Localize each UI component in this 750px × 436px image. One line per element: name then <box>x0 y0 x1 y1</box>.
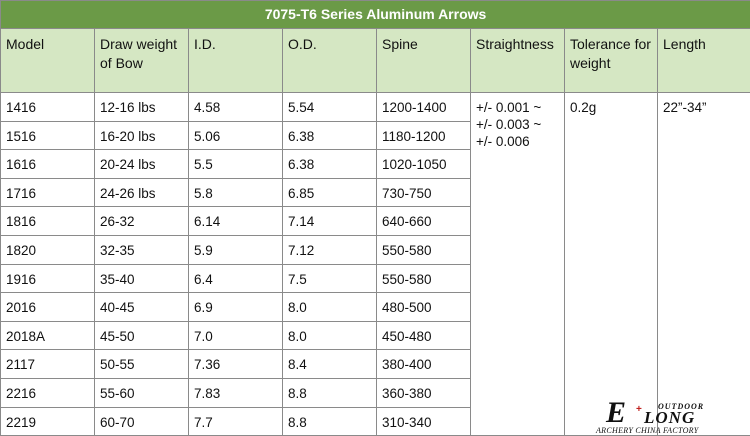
table-row: 1816 26-32 6.14 7.14 640-660 <box>0 206 750 236</box>
table-row: 2219 60-70 7.7 8.8 310-340 <box>0 406 750 436</box>
table-cell: 1020-1050 <box>376 149 471 179</box>
column-header: Draw weight of Bow <box>94 28 189 93</box>
straightness-cell: +/- 0.001 ~ +/- 0.003 ~ +/- 0.006 <box>470 91 565 436</box>
column-header: Model <box>0 28 95 93</box>
table-cell: 7.5 <box>282 263 377 294</box>
straightness-line: +/- 0.003 ~ <box>476 117 542 132</box>
table-cell: 16-20 lbs <box>94 120 189 151</box>
table-cell: 7.0 <box>188 320 283 351</box>
column-header: O.D. <box>282 28 377 93</box>
column-header: Length <box>656 28 750 93</box>
table-row: 2216 55-60 7.83 8.8 360-380 <box>0 377 750 408</box>
table-cell: 6.85 <box>282 177 377 208</box>
table-row: 1516 16-20 lbs 5.06 6.38 1180-1200 <box>0 120 750 151</box>
table-cell: 55-60 <box>94 377 189 408</box>
length-cell: 22”-34” <box>656 91 750 436</box>
table-cell: 12-16 lbs <box>94 92 189 122</box>
table-cell: 8.4 <box>282 349 377 379</box>
table-cell: 1416 <box>0 92 95 122</box>
table-cell: 2018A <box>0 320 95 351</box>
table-cell: 32-35 <box>94 234 189 265</box>
table-cell: 1200-1400 <box>376 92 471 122</box>
table-row: 1916 35-40 6.4 7.5 550-580 <box>0 263 750 294</box>
logo-star-icon: + <box>636 404 642 415</box>
column-header: Spine <box>376 28 471 93</box>
table-cell: 24-26 lbs <box>94 177 189 208</box>
table-cell: 360-380 <box>376 377 471 408</box>
table-row: 1616 20-24 lbs 5.5 6.38 1020-1050 <box>0 149 750 179</box>
table-cell: 6.14 <box>188 206 283 236</box>
logo-subtitle: ARCHERY CHINA FACTORY <box>596 426 699 435</box>
table-cell: 1716 <box>0 177 95 208</box>
table-cell: 5.5 <box>188 149 283 179</box>
table-cell: 2216 <box>0 377 95 408</box>
tolerance-cell: 0.2g <box>564 91 658 436</box>
table-cell: 8.0 <box>282 320 377 351</box>
table-cell: 45-50 <box>94 320 189 351</box>
table-row: 2018A 45-50 7.0 8.0 450-480 <box>0 320 750 351</box>
table-cell: 20-24 lbs <box>94 149 189 179</box>
table-cell: 1916 <box>0 263 95 294</box>
table-row: 1820 32-35 5.9 7.12 550-580 <box>0 234 750 265</box>
table-cell: 7.7 <box>188 406 283 436</box>
table-cell: 1816 <box>0 206 95 236</box>
table-cell: 6.38 <box>282 120 377 151</box>
table-cell: 4.58 <box>188 92 283 122</box>
table-row: 1716 24-26 lbs 5.8 6.85 730-750 <box>0 177 750 208</box>
column-header: Straightness <box>470 28 565 93</box>
table-cell: 2117 <box>0 349 95 379</box>
table-cell: 6.38 <box>282 149 377 179</box>
table-cell: 380-400 <box>376 349 471 379</box>
table-cell: 5.8 <box>188 177 283 208</box>
table-cell: 26-32 <box>94 206 189 236</box>
table-cell: 7.36 <box>188 349 283 379</box>
column-header: I.D. <box>188 28 283 93</box>
straightness-line: +/- 0.006 <box>476 134 530 149</box>
table-row: 2016 40-45 6.9 8.0 480-500 <box>0 292 750 322</box>
table-cell: 5.9 <box>188 234 283 265</box>
table-cell: 7.12 <box>282 234 377 265</box>
table-cell: 1616 <box>0 149 95 179</box>
column-header: Tolerance for weight <box>564 28 658 93</box>
table-cell: 1180-1200 <box>376 120 471 151</box>
logo-tag: OUTDOOR <box>658 402 705 411</box>
straightness-line: +/- 0.001 ~ <box>476 100 542 115</box>
table-cell: 2016 <box>0 292 95 322</box>
table-cell: 2219 <box>0 406 95 436</box>
table-cell: 8.8 <box>282 377 377 408</box>
table-cell: 310-340 <box>376 406 471 436</box>
table-cell: 450-480 <box>376 320 471 351</box>
table-cell: 40-45 <box>94 292 189 322</box>
table-cell: 35-40 <box>94 263 189 294</box>
table-title: 7075-T6 Series Aluminum Arrows <box>0 0 750 29</box>
table-cell: 8.8 <box>282 406 377 436</box>
table-cell: 550-580 <box>376 234 471 265</box>
logo-name: LONG <box>644 408 696 427</box>
table-cell: 50-55 <box>94 349 189 379</box>
table-cell: 730-750 <box>376 177 471 208</box>
table-cell: 480-500 <box>376 292 471 322</box>
elong-logo: E + OUTDOOR LONG ARCHERY CHINA FACTORY <box>596 396 736 436</box>
table-cell: 8.0 <box>282 292 377 322</box>
table-cell: 5.54 <box>282 92 377 122</box>
table-row: 1416 12-16 lbs 4.58 5.54 1200-1400 +/- 0.001 … <box>0 91 750 436</box>
table-cell: 6.4 <box>188 263 283 294</box>
table-cell: 6.9 <box>188 292 283 322</box>
table-cell: 5.06 <box>188 120 283 151</box>
table-cell: 1820 <box>0 234 95 265</box>
table-cell: 7.14 <box>282 206 377 236</box>
table-cell: 7.83 <box>188 377 283 408</box>
table-cell: 1516 <box>0 120 95 151</box>
table-cell: 550-580 <box>376 263 471 294</box>
logo-mark: E <box>606 396 627 429</box>
table-cell: 60-70 <box>94 406 189 436</box>
table-cell: 640-660 <box>376 206 471 236</box>
